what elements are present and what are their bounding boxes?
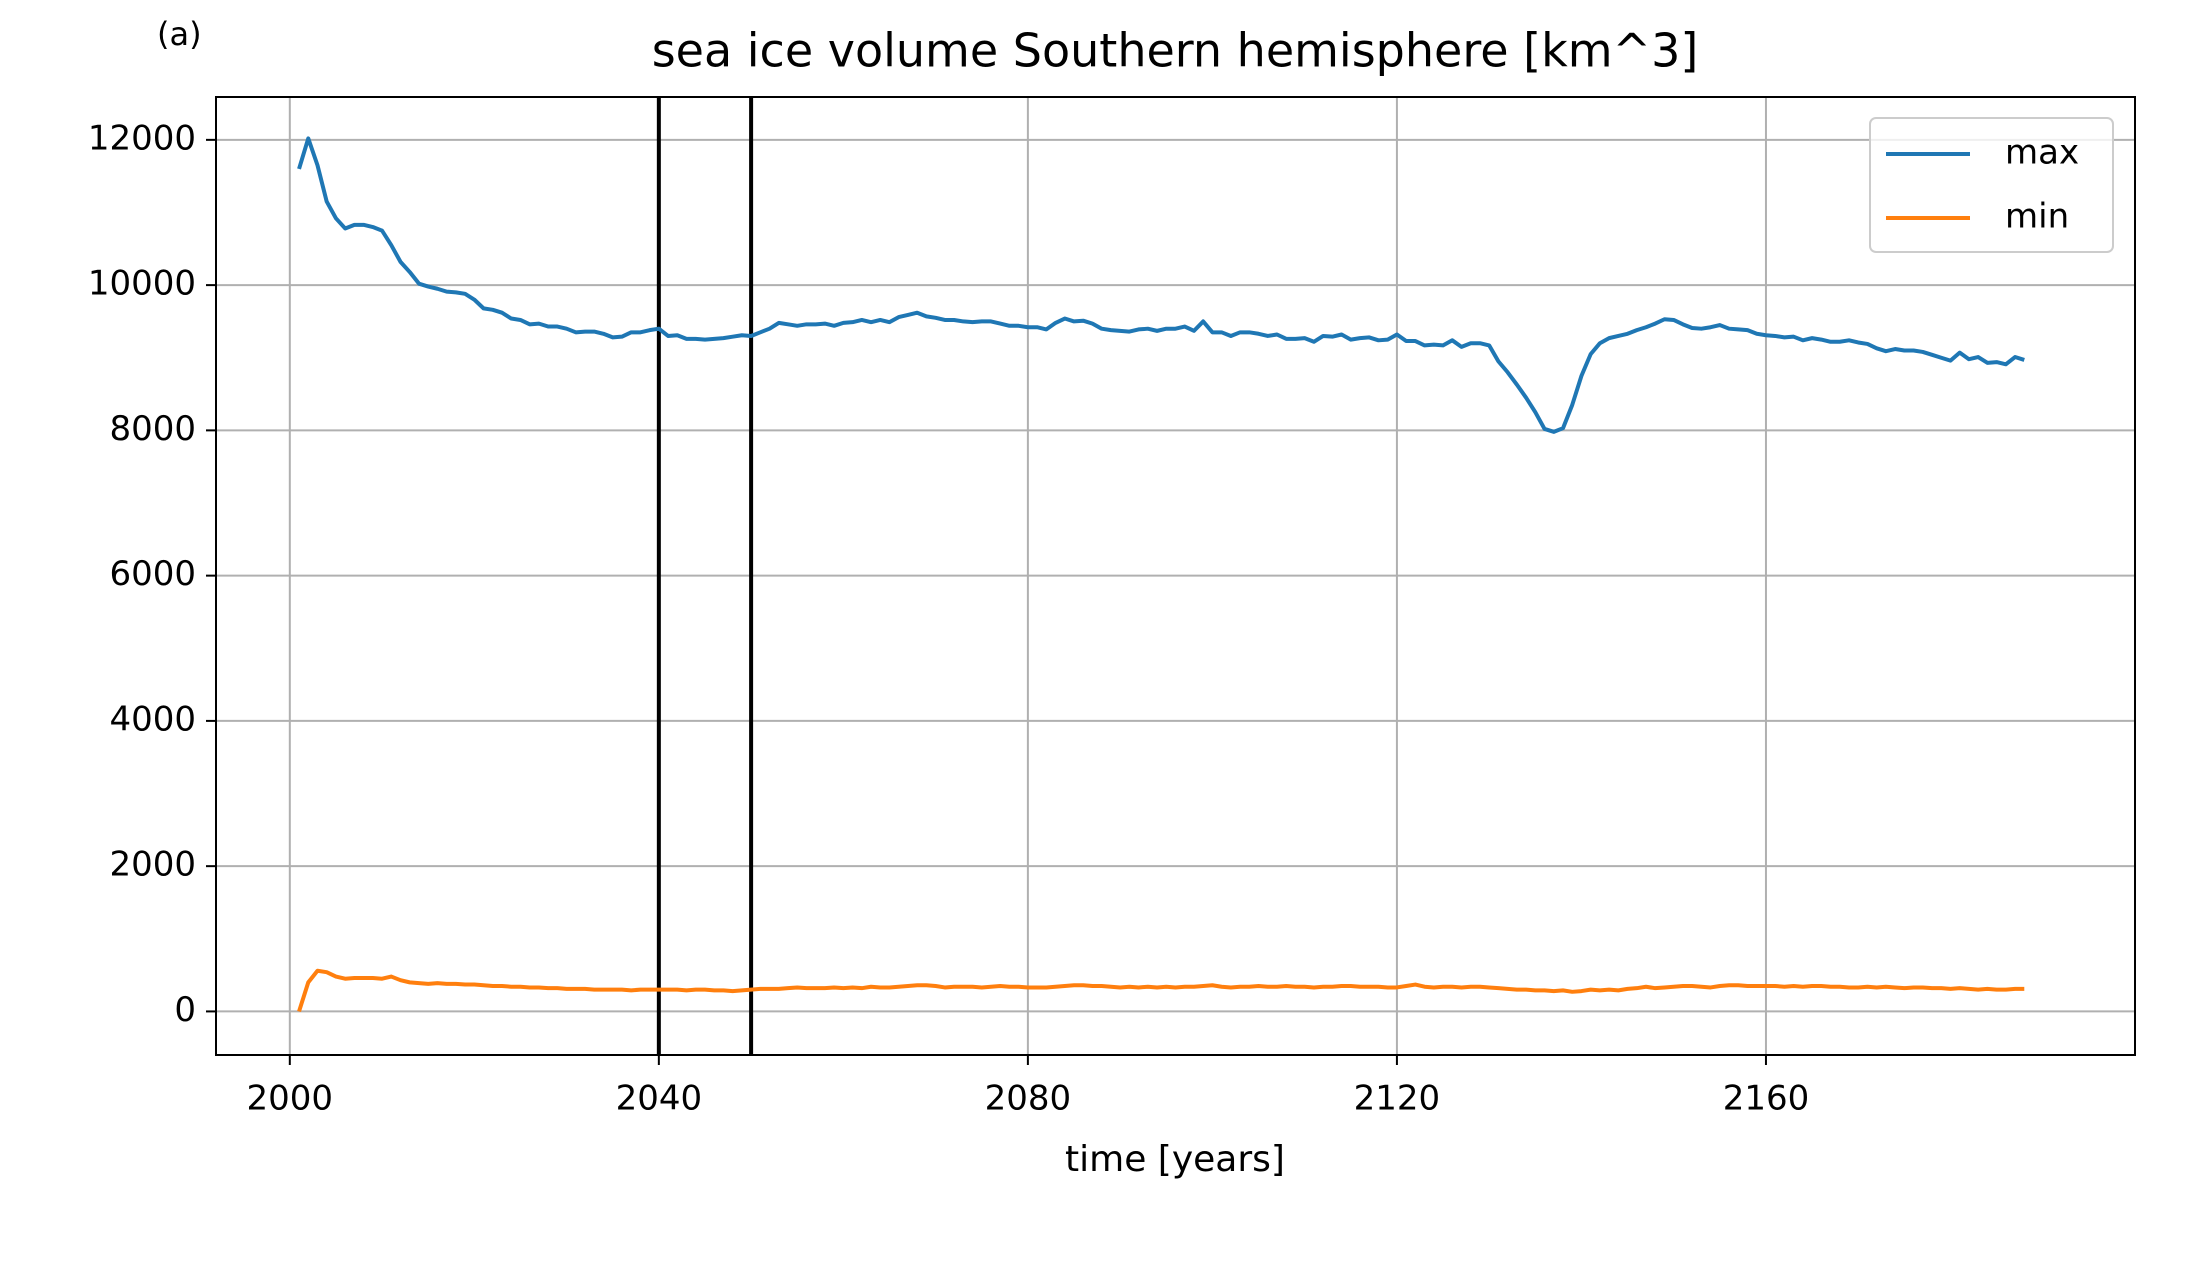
x-tick-label: 2080 xyxy=(985,1079,1072,1119)
y-tick-label: 8000 xyxy=(109,409,196,449)
x-axis-label: time [years] xyxy=(1065,1139,1285,1180)
panel-label: (a) xyxy=(157,15,202,53)
y-tick-label: 10000 xyxy=(88,264,196,304)
x-tick-label: 2040 xyxy=(616,1079,703,1119)
legend-label: min xyxy=(2005,197,2069,237)
x-tick-label: 2160 xyxy=(1723,1079,1810,1119)
chart-title: sea ice volume Southern hemisphere [km^3… xyxy=(652,24,1699,78)
legend: max min xyxy=(1869,117,2114,253)
x-tick-label: 2120 xyxy=(1354,1079,1441,1119)
y-tick-label: 4000 xyxy=(109,699,196,739)
data-line xyxy=(297,136,2025,434)
y-tick-label: 12000 xyxy=(88,118,196,158)
x-tick-label: 2000 xyxy=(247,1079,334,1119)
y-tick-label: 2000 xyxy=(109,845,196,885)
y-tick-label: 6000 xyxy=(109,554,196,594)
y-tick-label: 0 xyxy=(174,990,196,1030)
data-line xyxy=(297,968,2025,1013)
legend-label: max xyxy=(2005,133,2079,173)
plot-frame xyxy=(215,96,2136,1056)
